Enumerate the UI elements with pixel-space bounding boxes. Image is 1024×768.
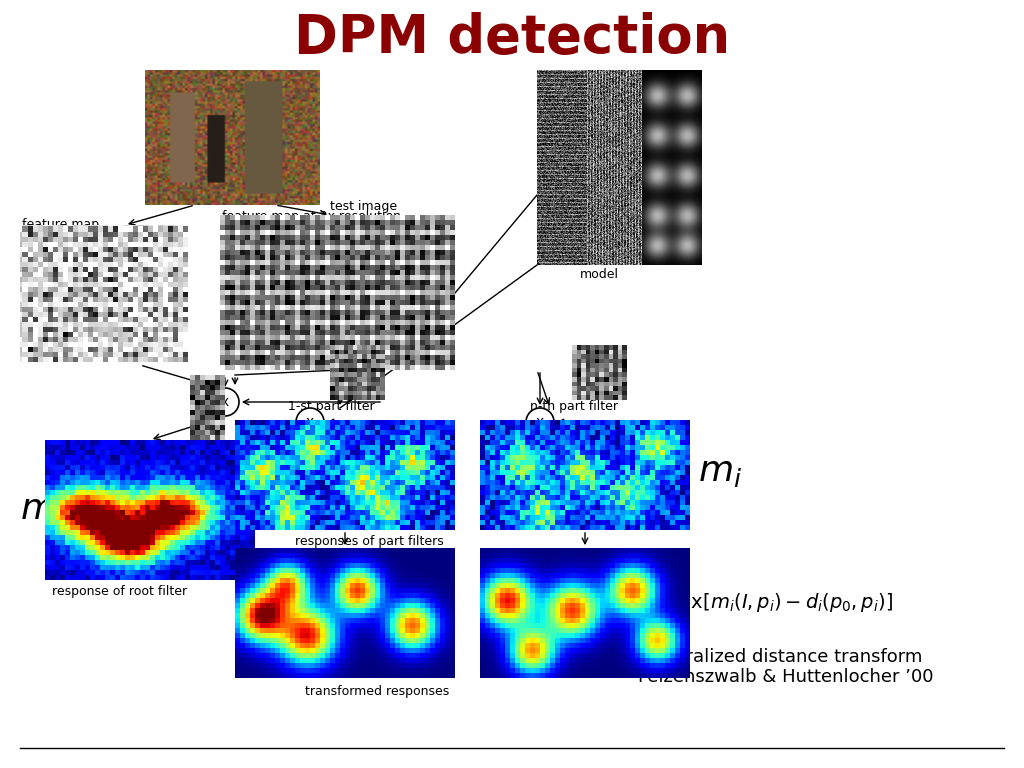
Circle shape [296,408,324,436]
Text: feature map: feature map [22,218,99,231]
Text: DPM detection: DPM detection [294,12,730,64]
Text: $\underset{p_i}{\max}\left[m_i(I, p_i) - d_i(p_0, p_i)\right]$: $\underset{p_i}{\max}\left[m_i(I, p_i) -… [660,591,893,625]
Text: feature map at 2x resolution: feature map at 2x resolution [222,210,401,223]
Circle shape [526,408,554,436]
Text: transformed responses: transformed responses [305,685,450,698]
Text: ...: ... [416,460,440,484]
Text: x: x [306,415,314,429]
Text: Felzenszwalb & Huttenlocher ’00: Felzenszwalb & Huttenlocher ’00 [638,668,934,686]
Text: Generalized distance transform: Generalized distance transform [638,648,923,666]
Text: 1-st part filter: 1-st part filter [288,400,375,413]
Text: response of root filter: response of root filter [52,585,187,598]
Text: test image: test image [330,200,397,213]
Text: x: x [221,395,229,409]
Text: ...: ... [416,598,440,622]
Text: $m_0$: $m_0$ [20,493,72,527]
Text: model: model [580,268,618,281]
Text: x: x [536,415,544,429]
Text: root filter: root filter [230,470,288,483]
Text: n-th part filter: n-th part filter [530,400,618,413]
Text: responses of part filters: responses of part filters [295,535,443,548]
Circle shape [211,388,239,416]
Text: $m_i$: $m_i$ [698,455,742,489]
